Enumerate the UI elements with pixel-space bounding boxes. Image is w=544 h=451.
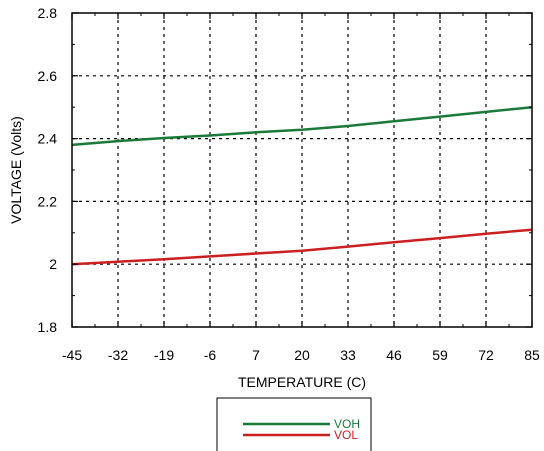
- x-tick-label: -32: [108, 347, 128, 363]
- x-tick-label: -45: [62, 347, 82, 363]
- series-line-vol: [71, 228, 533, 266]
- x-tick-label: 7: [252, 347, 260, 363]
- x-tick-label: 72: [478, 347, 494, 363]
- x-tick-label: 46: [386, 347, 402, 363]
- x-tick-label: 33: [340, 347, 356, 363]
- series-line-voh: [71, 105, 533, 147]
- legend-label-vol: VOL: [334, 428, 358, 442]
- y-tick-label: 2.2: [38, 193, 58, 209]
- y-axis-title: VOLTAGE (Volts): [8, 116, 24, 224]
- x-tick-label: -6: [204, 347, 217, 363]
- y-tick-label: 2.8: [38, 5, 58, 21]
- y-axis-tick-labels: 1.8 2 2.2 2.4 2.6 2.8: [38, 5, 58, 335]
- x-axis-tick-labels: -45 -32 -19 -6 7 20 33 46 59 72 85: [62, 347, 540, 363]
- axis-ticks: [71, 12, 533, 328]
- x-tick-label: -19: [154, 347, 174, 363]
- grid-lines: [72, 13, 532, 327]
- y-tick-label: 1.8: [38, 319, 58, 335]
- x-tick-label: 20: [294, 347, 310, 363]
- x-axis-title: TEMPERATURE (C): [238, 374, 366, 390]
- x-tick-label: 59: [432, 347, 448, 363]
- y-tick-label: 2.4: [38, 131, 58, 147]
- legend-label-voh: VOH: [334, 417, 360, 431]
- series-lines: [71, 105, 533, 266]
- x-tick-label: 85: [524, 347, 540, 363]
- y-tick-label: 2.6: [38, 68, 58, 84]
- y-tick-label: 2: [49, 256, 57, 272]
